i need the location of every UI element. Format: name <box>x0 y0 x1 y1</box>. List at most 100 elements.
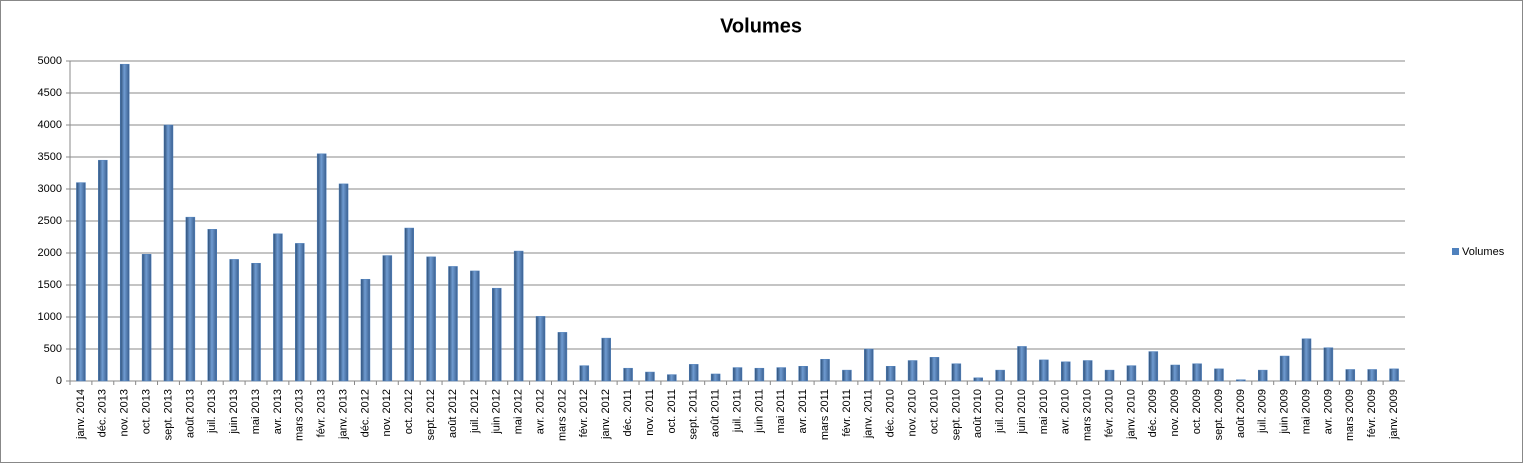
bar <box>1082 360 1093 382</box>
x-tick-label: sept. 2013 <box>162 389 174 440</box>
x-tick-label: nov. 2011 <box>644 389 656 436</box>
bar <box>1192 363 1202 382</box>
x-tick-label: févr. 2011 <box>841 389 853 437</box>
bar <box>1389 368 1399 382</box>
x-tick-label: oct. 2012 <box>403 389 415 434</box>
bar <box>1039 359 1049 382</box>
x-tick-label: mai 2012 <box>513 389 525 434</box>
bar <box>163 124 174 382</box>
x-tick-label: juil. 2011 <box>731 389 743 433</box>
x-tick-label: août 2011 <box>710 389 722 437</box>
bar <box>951 363 962 382</box>
x-tick-label: mai 2009 <box>1300 389 1312 434</box>
x-tick-label: janv. 2014 <box>75 389 87 440</box>
x-tick-label: janv. 2013 <box>337 389 349 440</box>
bar <box>404 227 414 382</box>
bar <box>623 367 633 382</box>
x-tick-label: mars 2012 <box>556 389 568 441</box>
y-tick-label: 3500 <box>38 151 62 163</box>
x-tick-label: sept. 2010 <box>950 389 962 440</box>
bar <box>754 367 765 382</box>
bar <box>1126 365 1137 382</box>
bar <box>426 256 436 382</box>
bar <box>360 278 371 382</box>
bar <box>492 287 502 382</box>
x-tick-label: mai 2011 <box>775 389 787 433</box>
x-tick-label: janv. 2009 <box>1388 389 1400 440</box>
y-tick-label: 3000 <box>38 183 62 195</box>
bar <box>601 337 611 382</box>
bar <box>1345 369 1356 382</box>
bar <box>798 366 808 382</box>
bar <box>776 367 787 382</box>
x-tick-label: mars 2013 <box>294 389 306 441</box>
bar <box>141 254 152 382</box>
bar <box>929 357 940 382</box>
bar <box>1236 379 1246 382</box>
y-tick-label: 2500 <box>38 215 62 227</box>
bar <box>645 371 655 382</box>
x-tick-label: févr. 2010 <box>1103 389 1115 437</box>
x-tick-label: déc. 2009 <box>1147 389 1159 437</box>
x-tick-label: déc. 2011 <box>622 389 634 437</box>
x-tick-label: juil. 2010 <box>994 389 1006 434</box>
y-tick-label: 1000 <box>38 311 62 323</box>
x-tick-label: août 2013 <box>184 389 196 438</box>
x-tick-label: mai 2013 <box>250 389 262 434</box>
x-tick-label: juin 2009 <box>1279 389 1291 435</box>
x-tick-label: sept. 2011 <box>688 389 700 440</box>
y-tick-label: 0 <box>56 375 62 387</box>
x-tick-label: janv. 2012 <box>600 389 612 440</box>
bar <box>1017 346 1027 382</box>
bar <box>295 243 305 382</box>
bar <box>820 358 830 382</box>
x-tick-label: sept. 2009 <box>1213 389 1225 440</box>
y-tick-label: 1500 <box>38 279 62 291</box>
bar <box>885 366 896 382</box>
bar <box>1323 347 1334 382</box>
x-tick-label: déc. 2012 <box>359 389 371 437</box>
x-tick-label: avr. 2011 <box>797 389 809 433</box>
x-tick-label: juin 2012 <box>491 389 503 435</box>
x-tick-label: nov. 2009 <box>1169 389 1181 437</box>
x-tick-label: avr. 2009 <box>1322 389 1334 434</box>
x-tick-label: avr. 2010 <box>1060 389 1072 434</box>
bar <box>1367 369 1377 382</box>
bar <box>732 367 743 382</box>
x-tick-label: févr. 2013 <box>316 389 328 437</box>
bar <box>185 216 196 382</box>
x-tick-label: août 2010 <box>972 389 984 438</box>
bar <box>1279 355 1290 382</box>
x-tick-label: nov. 2010 <box>906 389 918 437</box>
bar <box>842 369 852 382</box>
y-tick-label: 5000 <box>38 55 62 67</box>
x-tick-label: oct. 2013 <box>141 389 153 434</box>
bar <box>557 332 568 382</box>
x-tick-label: janv. 2010 <box>1125 389 1137 440</box>
y-tick-label: 2000 <box>38 247 62 259</box>
bar <box>513 250 524 382</box>
x-tick-label: janv. 2011 <box>863 389 875 439</box>
x-tick-label: mai 2010 <box>1038 389 1050 434</box>
bar <box>1301 338 1312 382</box>
bar <box>1214 368 1224 382</box>
x-tick-label: nov. 2013 <box>119 389 131 437</box>
bar <box>119 63 130 382</box>
bar <box>448 266 458 382</box>
x-tick-label: août 2009 <box>1235 389 1247 438</box>
y-tick-label: 4500 <box>38 87 62 99</box>
x-tick-label: oct. 2010 <box>928 389 940 434</box>
bar <box>667 374 677 382</box>
bar <box>1061 361 1071 382</box>
x-tick-label: sept. 2012 <box>425 389 437 440</box>
x-tick-label: mars 2011 <box>819 389 831 440</box>
x-tick-label: août 2012 <box>447 389 459 438</box>
bar <box>1104 369 1115 382</box>
x-tick-label: mars 2010 <box>1082 389 1094 441</box>
x-tick-label: nov. 2012 <box>381 389 393 437</box>
bar <box>688 364 699 382</box>
bar <box>76 182 86 382</box>
bar <box>338 183 349 382</box>
